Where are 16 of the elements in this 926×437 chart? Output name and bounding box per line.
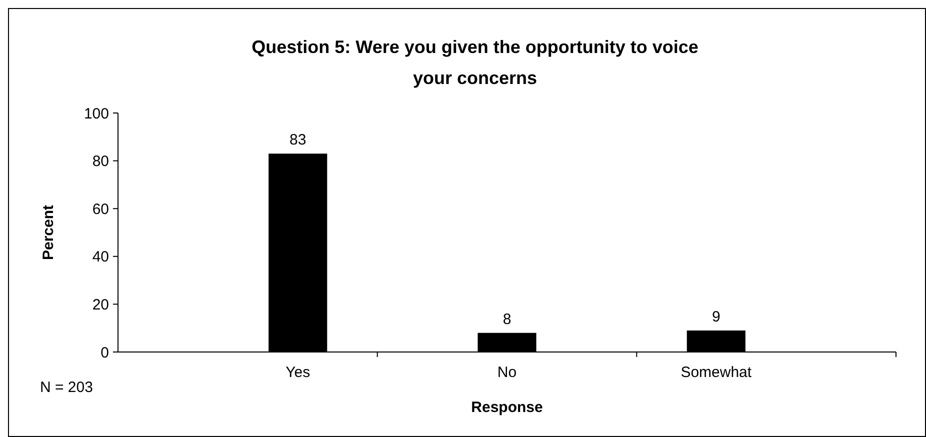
x-tick-label: No <box>497 364 517 381</box>
y-axis-title: Percent <box>40 204 57 260</box>
y-tick-label: 100 <box>84 105 109 122</box>
data-label: 8 <box>502 310 512 328</box>
y-tick-label: 20 <box>92 296 109 314</box>
y-tick-label: 0 <box>100 344 109 362</box>
text: N = 203 <box>40 379 93 396</box>
data-label: 9 <box>712 308 720 326</box>
x-axis-title: Response <box>471 399 543 416</box>
y-tick-label: 80 <box>92 153 109 170</box>
y-tick-label: 40 <box>92 248 109 266</box>
chart-title: Question 5: Were you given the opportunity to voice your concerns <box>252 37 698 88</box>
data-label: 83 <box>290 132 306 149</box>
x-tick-label: Somewhat <box>680 364 752 381</box>
y-tick-label: 60 <box>92 200 109 218</box>
x-tick-label: Yes <box>286 364 310 381</box>
